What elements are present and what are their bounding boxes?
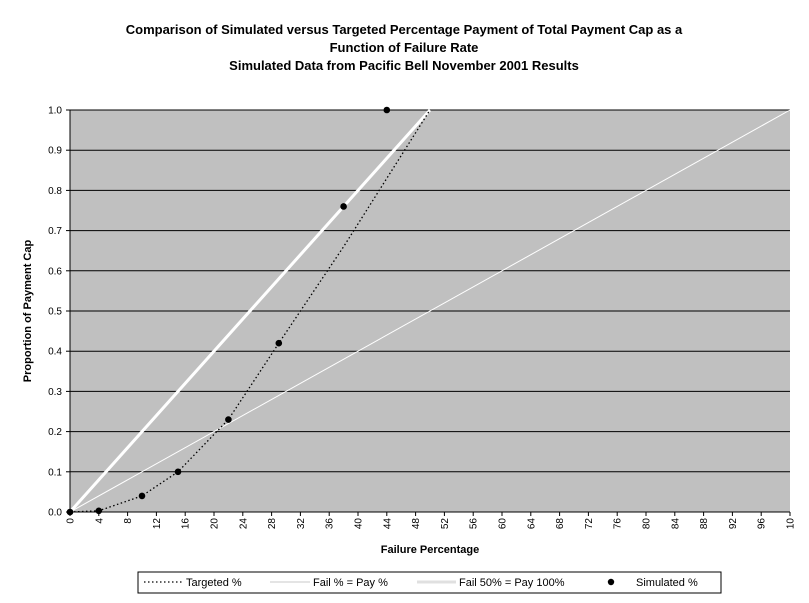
legend-simulated-label: Simulated % bbox=[636, 577, 698, 589]
x-tick-label: 40 bbox=[354, 518, 365, 530]
x-tick-label: 36 bbox=[325, 518, 336, 530]
x-tick-label: 72 bbox=[584, 518, 595, 530]
series-line-fail50-pay100 bbox=[68, 108, 432, 514]
legend-fail50-label: Fail 50% = Pay 100% bbox=[459, 577, 565, 589]
y-tick-label: 0.7 bbox=[48, 226, 62, 237]
x-tick-label: 12 bbox=[152, 518, 163, 530]
simulated-point bbox=[275, 339, 283, 347]
x-tick-label: 16 bbox=[181, 518, 192, 530]
simulated-point bbox=[225, 416, 232, 423]
x-tick-label: 76 bbox=[613, 518, 624, 530]
simulated-point bbox=[138, 492, 146, 500]
chart-title: Comparison of Simulated versus Targeted … bbox=[126, 22, 683, 73]
x-tick-label: 52 bbox=[440, 518, 451, 530]
x-tick-label: 48 bbox=[411, 518, 422, 530]
y-tick-label: 1.0 bbox=[48, 106, 62, 117]
x-tick-label: 64 bbox=[526, 518, 537, 530]
y-tick-label: 0.1 bbox=[48, 467, 62, 478]
x-tick-label: 10 bbox=[786, 518, 797, 530]
x-tick-label: 4 bbox=[94, 518, 105, 524]
chart-title-line-1: Comparison of Simulated versus Targeted … bbox=[126, 22, 683, 37]
y-tick-label: 0.8 bbox=[48, 186, 62, 197]
y-tick-label: 0.2 bbox=[48, 427, 62, 438]
simulated-point bbox=[174, 468, 182, 476]
x-tick-label: 84 bbox=[670, 518, 681, 530]
x-tick-label: 60 bbox=[498, 518, 509, 530]
y-tick-label: 0.5 bbox=[48, 307, 62, 318]
y-tick-label: 0.3 bbox=[48, 387, 62, 398]
y-tick-label: 0.4 bbox=[48, 347, 62, 358]
y-tick-label: 0.6 bbox=[48, 266, 62, 277]
simulated-point bbox=[383, 106, 391, 114]
x-tick-label: 68 bbox=[555, 518, 566, 530]
legend-simulated-marker bbox=[607, 578, 615, 586]
simulated-point bbox=[340, 203, 347, 210]
x-tick-label: 56 bbox=[469, 518, 480, 530]
legend-fail-pay-label: Fail % = Pay % bbox=[313, 577, 388, 589]
y-tick-label: 0.0 bbox=[48, 508, 62, 519]
x-tick-label: 8 bbox=[123, 518, 134, 524]
y-axis-ticks: 0.0 0.1 0.2 0.3 0.4 0.5 0.6 0.7 0.8 0.9 1.0 bbox=[48, 106, 70, 519]
x-axis-ticks: 0 4 8 12 16 20 24 28 32 36 40 44 48 52 56 60 64 68 72 76 80 8… bbox=[66, 512, 797, 529]
legend: Targeted % Fail % = Pay % Fail 50% = Pay… bbox=[137, 571, 722, 594]
legend-targeted-label: Targeted % bbox=[186, 577, 242, 589]
x-tick-label: 20 bbox=[210, 518, 221, 530]
x-tick-label: 88 bbox=[699, 518, 710, 530]
x-tick-label: 80 bbox=[642, 518, 653, 530]
x-tick-label: 96 bbox=[757, 518, 768, 530]
x-tick-label: 44 bbox=[382, 518, 393, 530]
x-tick-label: 92 bbox=[728, 518, 739, 530]
series-layer bbox=[66, 106, 791, 516]
series-line-targeted bbox=[69, 109, 431, 513]
series-line-fail-pay bbox=[69, 109, 791, 513]
y-axis-label: Proportion of Payment Cap bbox=[22, 240, 34, 383]
x-axis-label: Failure Percentage bbox=[381, 544, 479, 556]
chart-title-line-2: Function of Failure Rate bbox=[330, 40, 479, 55]
x-tick-label: 24 bbox=[238, 518, 249, 530]
x-tick-label: 32 bbox=[296, 518, 307, 530]
x-tick-label: 28 bbox=[267, 518, 278, 530]
x-tick-label: 0 bbox=[66, 518, 77, 524]
y-tick-label: 0.9 bbox=[48, 146, 62, 157]
chart-title-line-3: Simulated Data from Pacific Bell Novembe… bbox=[229, 58, 579, 73]
